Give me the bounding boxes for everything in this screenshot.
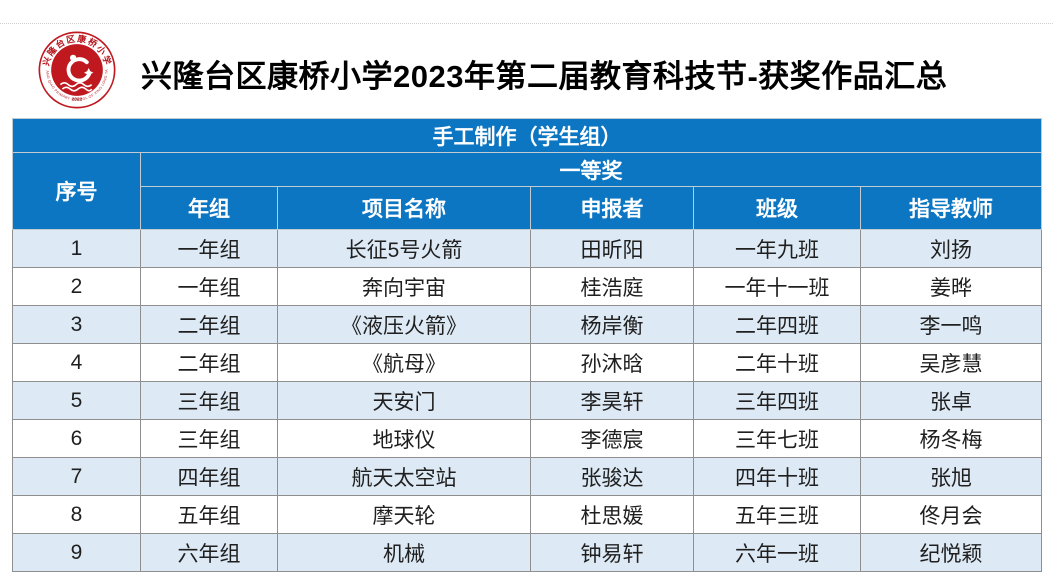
cell-class: 三年四班 [693,381,861,420]
cell-project: 天安门 [277,381,531,420]
cell-teacher: 姜晔 [859,267,1043,306]
cell-project: 奔向宇宙 [277,267,531,306]
page-title: 兴隆台区康桥小学2023年第二届教育科技节-获奖作品汇总 [141,59,948,94]
table-row: 6 三年组 地球仪 李德宸 三年七班 杨冬梅 [12,419,1043,458]
cell-grade: 六年组 [140,533,278,572]
column-header-row: 年组 项目名称 申报者 班级 指导教师 [13,186,1043,230]
cell-class: 二年四班 [693,305,861,344]
school-badge-logo: 兴隆台区康桥小学 2022 KANG QIAO PRIMARY SCHOOL O… [38,31,116,109]
cell-grade: 四年组 [140,457,278,496]
cell-project: 地球仪 [277,419,531,458]
section-title: 手工制作（学生组） [11,118,1043,153]
badge-year: 2022 [72,97,83,102]
cell-project: 摩天轮 [277,495,531,534]
cell-applicant: 桂浩庭 [530,267,694,306]
cell-project: 《航母》 [277,343,531,382]
cell-no: 2 [12,267,141,306]
cell-applicant: 张骏达 [530,457,694,496]
cell-no: 3 [12,305,141,344]
cell-grade: 五年组 [140,495,278,534]
cell-applicant: 李德宸 [530,419,694,458]
cell-no: 9 [12,533,141,572]
award-summary-table: 手工制作（学生组） 序号 一等奖 年组 项目名称 申报者 班级 指导教师 1 一… [11,118,1043,572]
cell-class: 五年三班 [693,495,861,534]
cell-no: 1 [12,229,141,268]
cell-class: 三年七班 [693,419,861,458]
table-row: 4 二年组 《航母》 孙沐晗 二年十班 吴彦慧 [12,343,1043,382]
cell-applicant: 李昊轩 [530,381,694,420]
cell-no: 7 [12,457,141,496]
cell-class: 四年十班 [693,457,861,496]
column-header-no: 序号 [12,152,141,230]
column-header-class: 班级 [693,186,861,230]
table-row: 2 一年组 奔向宇宙 桂浩庭 一年十一班 姜晔 [12,267,1043,306]
cell-teacher: 杨冬梅 [859,419,1043,458]
cell-grade: 一年组 [140,267,278,306]
column-header-teacher: 指导教师 [859,186,1043,230]
award-level: 一等奖 [139,152,1043,187]
cell-teacher: 佟月会 [859,495,1043,534]
cell-no: 4 [12,343,141,382]
cell-teacher: 张卓 [859,381,1043,420]
cell-no: 6 [12,419,141,458]
table-row: 1 一年组 长征5号火箭 田昕阳 一年九班 刘扬 [12,229,1043,268]
cell-project: 机械 [277,533,531,572]
award-level-row: 序号 一等奖 [12,152,1043,230]
table-row: 3 二年组 《液压火箭》 杨岸衡 二年四班 李一鸣 [12,305,1043,344]
cell-grade: 二年组 [140,305,278,344]
cell-applicant: 杨岸衡 [530,305,694,344]
cell-teacher: 李一鸣 [859,305,1043,344]
cell-project: 长征5号火箭 [277,229,531,268]
cell-teacher: 张旭 [859,457,1043,496]
table-row: 8 五年组 摩天轮 杜思媛 五年三班 佟月会 [12,495,1043,534]
cell-project: 《液压火箭》 [277,305,531,344]
cell-grade: 三年组 [140,419,278,458]
cell-grade: 二年组 [140,343,278,382]
column-header-grade: 年组 [140,186,278,230]
cell-applicant: 田昕阳 [530,229,694,268]
cell-teacher: 纪悦颖 [859,533,1043,572]
cell-grade: 一年组 [140,229,278,268]
cell-teacher: 刘扬 [859,229,1043,268]
table-row: 5 三年组 天安门 李昊轩 三年四班 张卓 [12,381,1043,420]
page-break-dotted-line [0,23,1053,24]
cell-applicant: 杜思媛 [530,495,694,534]
cell-class: 二年十班 [693,343,861,382]
cell-class: 一年十一班 [693,267,861,306]
table-row: 9 六年组 机械 钟易轩 六年一班 纪悦颖 [12,533,1043,572]
cell-teacher: 吴彦慧 [859,343,1043,382]
cell-grade: 三年组 [140,381,278,420]
column-header-project: 项目名称 [277,186,531,230]
cell-no: 5 [12,381,141,420]
section-title-row: 手工制作（学生组） [11,118,1043,153]
cell-class: 一年九班 [693,229,861,268]
cell-applicant: 钟易轩 [530,533,694,572]
table-row: 7 四年组 航天太空站 张骏达 四年十班 张旭 [12,457,1043,496]
column-header-applicant: 申报者 [530,186,694,230]
cell-project: 航天太空站 [277,457,531,496]
cell-class: 六年一班 [693,533,861,572]
cell-applicant: 孙沐晗 [530,343,694,382]
cell-no: 8 [12,495,141,534]
